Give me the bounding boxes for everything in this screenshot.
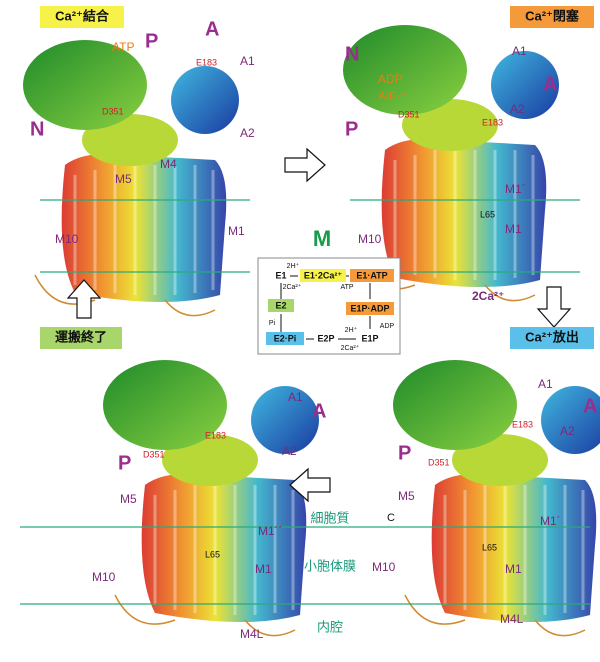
state-box (510, 6, 594, 28)
helix-label: M5 (120, 492, 137, 506)
helix-label: M10 (92, 570, 116, 584)
scheme-note: 2Ca²⁺ (341, 344, 360, 352)
scheme-note: 2H⁺ (345, 326, 358, 334)
arrow-left (289, 467, 331, 503)
scheme-node: E1P (361, 333, 378, 343)
center-label: M (313, 226, 331, 251)
membrane-label: 内腔 (317, 619, 343, 634)
scheme-arrows (280, 275, 371, 340)
residue-label: D351 (398, 109, 420, 119)
state-label: Ca²⁺結合 (55, 8, 110, 23)
scheme-note: 2Ca²⁺ (283, 283, 302, 291)
helix-label: A1 (240, 54, 255, 68)
protein-ca-release (391, 358, 600, 638)
domain-label: P (118, 452, 131, 474)
helix-label: A1 (538, 377, 553, 391)
state-label: Ca²⁺放出 (525, 329, 579, 344)
residue-label: D351 (428, 457, 450, 467)
helix-label: M4L (240, 627, 264, 641)
residue-label: D351 (102, 106, 124, 116)
helix-label: M1 (505, 222, 522, 236)
residue-label: E183 (205, 430, 226, 440)
state-box (40, 327, 122, 349)
state-box (510, 327, 594, 349)
domain-label: A (205, 18, 219, 40)
scheme-note: ADP (380, 323, 395, 330)
residue-label: D351 (143, 449, 165, 459)
arrows (66, 147, 572, 503)
helix-label: M10 (372, 560, 396, 574)
reaction-scheme: E1 E1·2Ca²⁺ E1·ATP E2 E1P·ADP E2·Pi E2P … (257, 257, 401, 355)
state-box (40, 6, 124, 28)
domain-label: A (583, 395, 597, 417)
helix-label: A1 (512, 44, 527, 58)
scheme-note: Pi (269, 320, 276, 327)
node-bg (268, 299, 294, 312)
helix-label: A2 (560, 424, 575, 438)
residue-label: E183 (196, 57, 217, 67)
scheme-node: E2·Pi (274, 333, 297, 343)
residue-label: L65 (205, 549, 220, 559)
node-bg (350, 269, 394, 282)
residue-label: L65 (480, 209, 495, 219)
membrane-label: 細胞質 (310, 510, 349, 525)
domain-label: A (312, 400, 326, 422)
scheme-note: 2H⁺ (287, 262, 300, 270)
node-bg (300, 269, 346, 282)
residue-label: E183 (512, 419, 533, 429)
terminus-label: C (387, 512, 395, 524)
helix-label: M4 (160, 157, 177, 171)
domain-label: P (398, 442, 411, 464)
residue-label: L65 (482, 542, 497, 552)
domain-label: P (145, 30, 158, 52)
helix-label: M1 (505, 562, 522, 576)
scheme-note: ATP (340, 284, 353, 291)
helix-label: M1 (228, 224, 245, 238)
helix-label: A1 (288, 390, 303, 404)
arrow-down (536, 286, 572, 328)
arrow-right (284, 147, 326, 183)
scheme-node: E1 (275, 270, 286, 280)
helix-label: A2 (510, 102, 525, 116)
domain-label: N (30, 118, 44, 140)
helix-label: M4L (500, 612, 524, 626)
helix-label: M5 (115, 172, 132, 186)
helix-label: M1 (255, 562, 272, 576)
ligand-label: ADP (378, 72, 403, 86)
helix-label: M5 (398, 489, 415, 503)
ion-label: 2Ca²⁺ (472, 289, 504, 303)
node-bg (266, 332, 304, 345)
helix-label: M10 (55, 232, 79, 246)
domain-label: P (345, 118, 358, 140)
ligand-label: ATP (112, 40, 134, 54)
state-label: 運搬終了 (55, 329, 107, 344)
domain-label: A (543, 73, 557, 95)
helix-label: M1´ (540, 514, 561, 528)
scheme-node: E2P (317, 333, 334, 343)
domain-label: N (345, 43, 359, 65)
helix-label: M1´ (505, 182, 526, 196)
ligand-label: AlF₄⁻ (378, 89, 407, 103)
scheme-node: E2 (275, 300, 286, 310)
helix-label: M10 (358, 232, 382, 246)
helix-label: A2 (240, 126, 255, 140)
scheme-node: E1P·ADP (350, 303, 389, 313)
membrane-label: 小胞体膜 (304, 558, 356, 573)
state-label: Ca²⁺閉塞 (525, 8, 580, 23)
residue-label: E183 (482, 117, 503, 127)
scheme-node: E1·2Ca²⁺ (304, 270, 343, 280)
arrow-up (66, 279, 102, 319)
node-bg (346, 302, 394, 315)
helix-label: M1´´ (258, 524, 283, 538)
scheme-node: E1·ATP (356, 270, 387, 280)
helix-label: A2 (282, 444, 297, 458)
